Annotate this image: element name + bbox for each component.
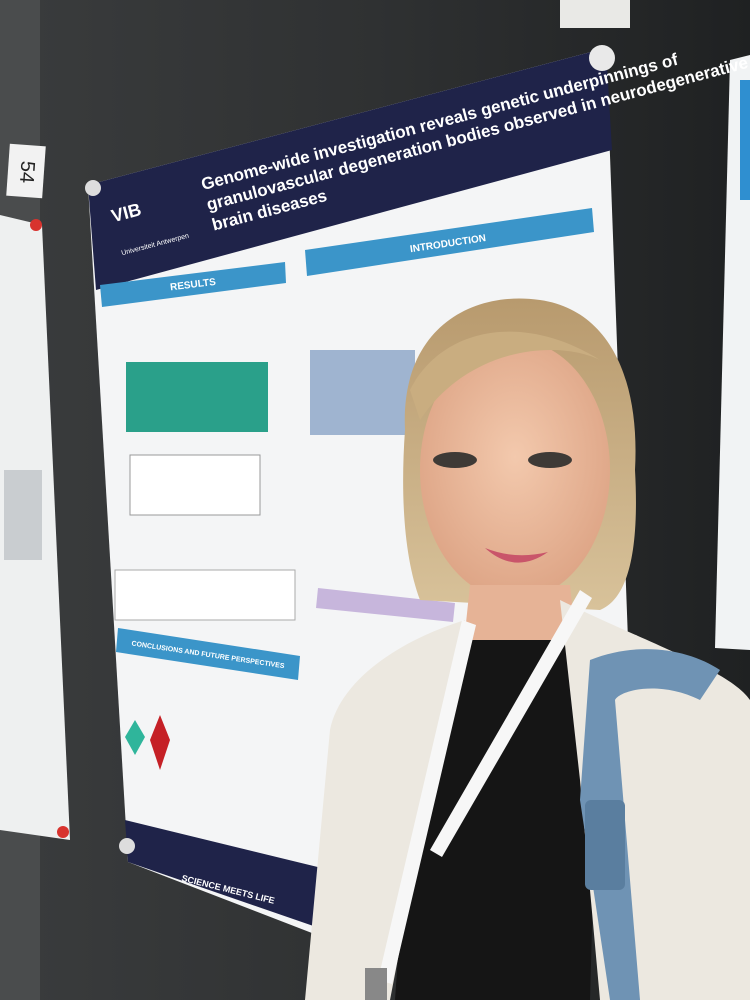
magnet xyxy=(119,838,135,854)
eye xyxy=(528,452,572,468)
hair-fringe xyxy=(410,331,600,420)
backpack-strap xyxy=(580,649,720,1000)
strap-buckle xyxy=(585,800,625,890)
board-number: 54 xyxy=(15,160,38,184)
number-card xyxy=(6,143,46,199)
section-bar xyxy=(116,628,300,680)
highlight-box xyxy=(316,588,455,622)
section-bar xyxy=(100,262,286,307)
section-bar xyxy=(305,208,594,276)
violin-plot xyxy=(150,715,170,770)
microscopy-images xyxy=(310,350,415,435)
lanyard xyxy=(430,590,592,857)
magnet xyxy=(85,180,101,196)
left-poster-table xyxy=(4,470,42,560)
magnet xyxy=(589,45,615,71)
violin-plot xyxy=(125,720,145,755)
jacket-left xyxy=(305,620,465,1000)
right-poster-bar xyxy=(740,80,750,200)
lips xyxy=(485,548,548,563)
lanyard-clip xyxy=(365,968,387,1000)
eye xyxy=(433,452,477,468)
face xyxy=(420,340,610,600)
pin xyxy=(30,219,42,231)
paper-corner xyxy=(560,0,630,28)
manhattan-plot xyxy=(126,362,268,432)
poster-header xyxy=(88,48,612,290)
poster-footer xyxy=(125,820,330,930)
right-poster xyxy=(715,55,750,650)
lanyard xyxy=(378,620,476,984)
locus-plot xyxy=(114,569,296,621)
pin xyxy=(57,826,69,838)
scatter-plot xyxy=(129,454,261,516)
